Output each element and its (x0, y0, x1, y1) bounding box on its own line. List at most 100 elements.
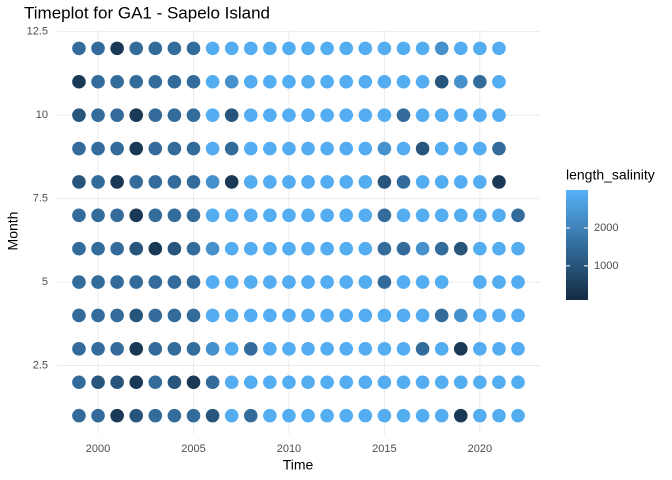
point (224, 74, 239, 89)
point (205, 208, 220, 223)
point (473, 275, 487, 289)
colorbar (566, 190, 588, 300)
point (358, 41, 373, 56)
point (110, 41, 124, 56)
point (129, 308, 144, 323)
point (224, 241, 239, 256)
point (91, 208, 105, 223)
point (434, 175, 449, 189)
point (224, 141, 239, 156)
point (167, 375, 182, 390)
chart-title: Timeplot for GA1 - Sapelo Island (24, 3, 270, 22)
point (358, 375, 373, 390)
point (72, 108, 86, 122)
point (377, 41, 392, 56)
point (282, 375, 296, 390)
point (91, 74, 105, 89)
point (167, 241, 182, 256)
point (492, 141, 506, 156)
point (377, 375, 392, 390)
point (320, 408, 334, 423)
point (320, 41, 334, 56)
legend-title: length_salinity (566, 167, 655, 183)
point (282, 241, 296, 256)
point (511, 241, 525, 256)
point (282, 275, 296, 289)
point (434, 108, 449, 122)
point (91, 175, 105, 189)
point (473, 175, 487, 189)
point (473, 375, 487, 390)
point (91, 308, 105, 323)
point (358, 342, 373, 356)
point (243, 208, 258, 223)
point (453, 141, 468, 156)
point (110, 74, 124, 89)
point (186, 241, 201, 256)
y-axis-title: Month (5, 212, 21, 251)
point (148, 275, 163, 289)
point (320, 208, 334, 223)
point (434, 74, 449, 89)
y-tick-label: 2.5 (33, 359, 48, 371)
point (72, 342, 86, 356)
point (492, 308, 506, 323)
point (434, 275, 449, 289)
point (453, 175, 468, 189)
point (205, 108, 220, 122)
point (301, 308, 315, 323)
point (301, 108, 315, 122)
point (110, 308, 124, 323)
point (148, 108, 163, 122)
point (282, 74, 296, 89)
point (129, 108, 144, 122)
x-tick-label: 2020 (468, 443, 492, 455)
point (301, 342, 315, 356)
point (282, 175, 296, 189)
point (358, 74, 373, 89)
point (434, 208, 449, 223)
point (339, 308, 354, 323)
point (511, 208, 525, 223)
point (148, 342, 163, 356)
point (415, 108, 430, 122)
x-axis-title: Time (283, 457, 314, 473)
point (358, 208, 373, 223)
point (320, 175, 334, 189)
point (167, 108, 182, 122)
point (186, 308, 201, 323)
point (224, 175, 239, 189)
point (243, 141, 258, 156)
point (263, 408, 277, 423)
point (434, 241, 449, 256)
point (492, 375, 506, 390)
x-tick-label: 2005 (181, 443, 205, 455)
point (377, 74, 392, 89)
x-tick-label: 2010 (277, 443, 301, 455)
point (473, 208, 487, 223)
point (205, 275, 220, 289)
point (263, 141, 277, 156)
point (492, 408, 506, 423)
point (72, 308, 86, 323)
point (282, 208, 296, 223)
point (129, 241, 144, 256)
point (91, 141, 105, 156)
point (263, 241, 277, 256)
point (243, 108, 258, 122)
point (224, 208, 239, 223)
point (339, 74, 354, 89)
point (339, 375, 354, 390)
point (263, 74, 277, 89)
point (224, 308, 239, 323)
point (415, 208, 430, 223)
point (396, 308, 411, 323)
point (243, 375, 258, 390)
point (224, 342, 239, 356)
point (186, 275, 201, 289)
point (473, 74, 487, 89)
point (453, 375, 468, 390)
point (377, 408, 392, 423)
point (263, 175, 277, 189)
